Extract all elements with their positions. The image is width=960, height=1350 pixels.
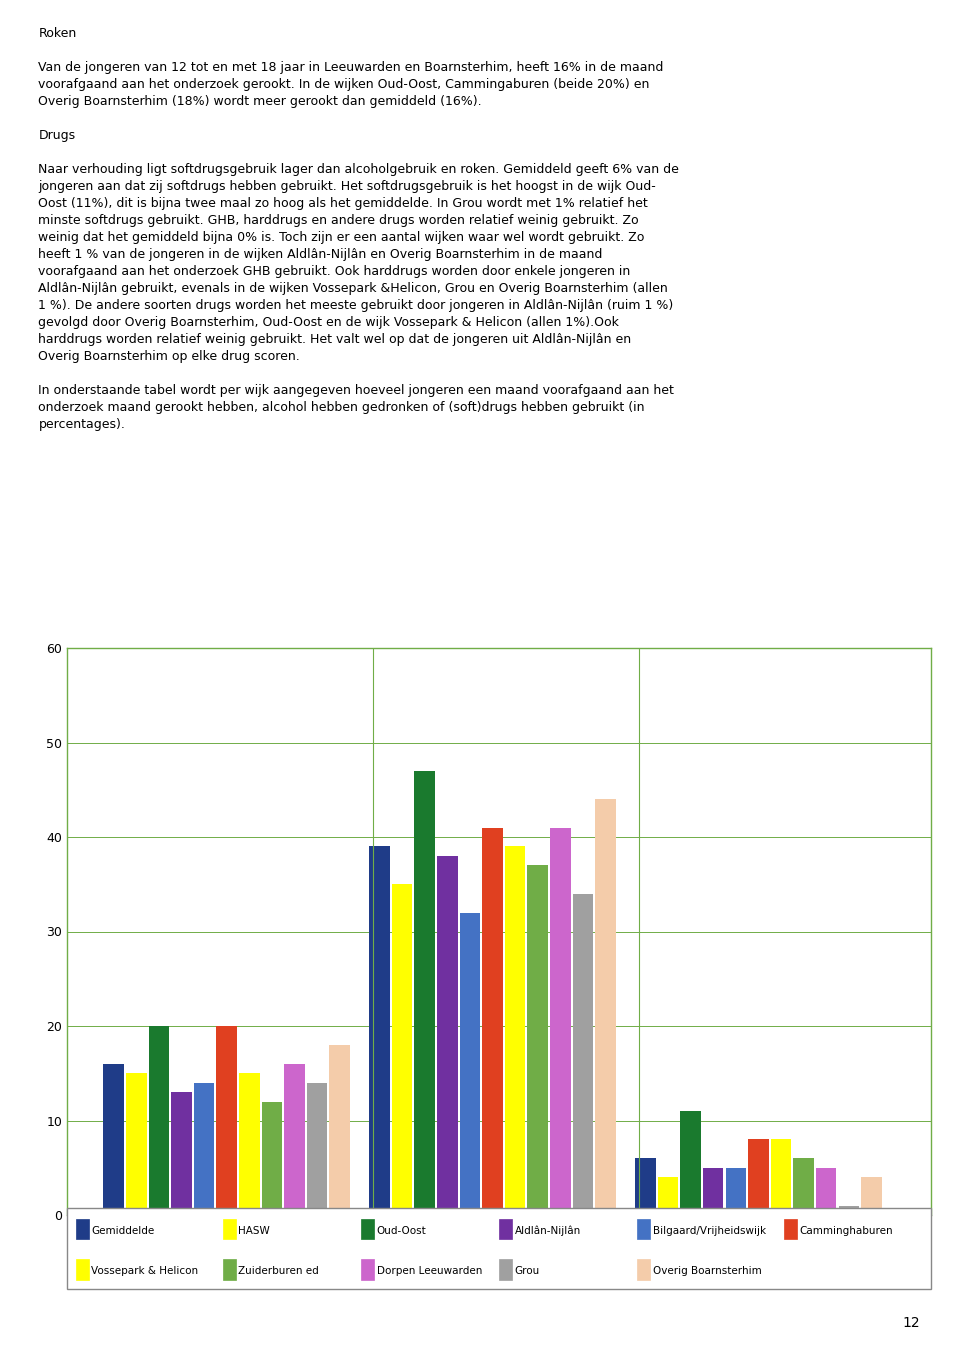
- Bar: [76, 1260, 88, 1280]
- Bar: [681, 1111, 701, 1215]
- Bar: [861, 1177, 881, 1215]
- Text: Overig Boarnsterhim: Overig Boarnsterhim: [653, 1266, 761, 1277]
- Text: Roken

Van de jongeren van 12 tot en met 18 jaar in Leeuwarden en Boarnsterhim, : Roken Van de jongeren van 12 tot en met …: [38, 27, 680, 431]
- Bar: [149, 1026, 169, 1215]
- FancyBboxPatch shape: [67, 1208, 931, 1289]
- Bar: [392, 884, 413, 1215]
- Bar: [307, 1083, 327, 1215]
- Bar: [76, 1219, 88, 1239]
- Text: Bilgaard/Vrijheidswijk: Bilgaard/Vrijheidswijk: [653, 1226, 766, 1237]
- Bar: [658, 1177, 679, 1215]
- Bar: [370, 846, 390, 1215]
- Bar: [703, 1168, 724, 1215]
- Text: Camminghaburen: Camminghaburen: [800, 1226, 894, 1237]
- Bar: [637, 1260, 651, 1280]
- Bar: [499, 1219, 513, 1239]
- Bar: [595, 799, 615, 1215]
- Bar: [284, 1064, 304, 1215]
- Bar: [329, 1045, 350, 1215]
- Bar: [748, 1139, 769, 1215]
- Bar: [223, 1219, 235, 1239]
- Bar: [550, 828, 570, 1215]
- Text: Aldlân-Nijlân: Aldlân-Nijlân: [515, 1226, 581, 1237]
- Bar: [505, 846, 525, 1215]
- Bar: [171, 1092, 192, 1215]
- Bar: [239, 1073, 259, 1215]
- Bar: [816, 1168, 836, 1215]
- Bar: [482, 828, 503, 1215]
- Bar: [216, 1026, 237, 1215]
- Text: Dorpen Leeuwarden: Dorpen Leeuwarden: [376, 1266, 482, 1277]
- Text: Vossepark & Helicon: Vossepark & Helicon: [91, 1266, 199, 1277]
- Bar: [437, 856, 458, 1215]
- Bar: [726, 1168, 746, 1215]
- Bar: [361, 1219, 374, 1239]
- Text: Oud-Oost: Oud-Oost: [376, 1226, 426, 1237]
- Bar: [361, 1260, 374, 1280]
- Bar: [126, 1073, 147, 1215]
- Text: Gemiddelde: Gemiddelde: [91, 1226, 155, 1237]
- Bar: [104, 1064, 124, 1215]
- Bar: [784, 1219, 797, 1239]
- Bar: [527, 865, 548, 1215]
- Bar: [771, 1139, 791, 1215]
- Text: Grou: Grou: [515, 1266, 540, 1277]
- Bar: [793, 1158, 814, 1215]
- Bar: [223, 1260, 235, 1280]
- Bar: [415, 771, 435, 1215]
- Bar: [262, 1102, 282, 1215]
- Bar: [499, 1260, 513, 1280]
- Bar: [636, 1158, 656, 1215]
- Text: 12: 12: [902, 1316, 920, 1330]
- Bar: [460, 913, 480, 1215]
- Text: HASW: HASW: [238, 1226, 270, 1237]
- Bar: [573, 894, 593, 1215]
- Text: Zuiderburen ed: Zuiderburen ed: [238, 1266, 319, 1277]
- Bar: [194, 1083, 214, 1215]
- Bar: [637, 1219, 651, 1239]
- Bar: [838, 1206, 859, 1215]
